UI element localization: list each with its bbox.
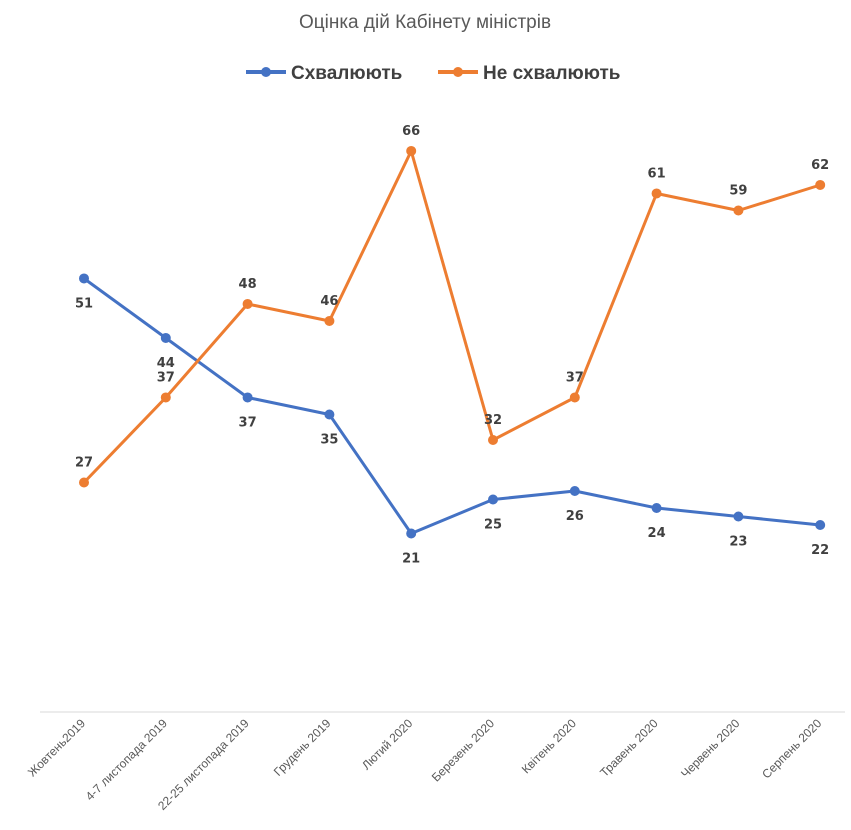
data-label-s1-7: 61	[648, 166, 666, 181]
series-line-1	[82, 149, 821, 484]
data-point-s0-2	[242, 392, 253, 403]
data-point-s1-4	[406, 145, 417, 156]
data-label-s0-7: 24	[648, 526, 666, 541]
data-point-s0-6	[569, 485, 580, 496]
data-label-s1-1: 37	[157, 370, 175, 385]
data-label-s0-2: 37	[239, 415, 257, 430]
data-point-s1-5	[488, 434, 498, 445]
data-label-s0-3: 35	[320, 432, 338, 447]
data-label-s1-5: 32	[484, 413, 502, 428]
data-label-s1-9: 62	[811, 158, 829, 173]
data-label-s0-5: 25	[484, 517, 502, 532]
legend-item-series-1: Не схвалюють	[438, 63, 620, 84]
data-point-s0-4	[406, 528, 417, 539]
legend-label-series-0: Схвалюють	[291, 63, 402, 84]
data-label-s0-4: 21	[402, 551, 420, 566]
data-point-s1-7	[651, 188, 662, 199]
x-tick-label-0: Жовтень2019	[25, 716, 88, 779]
legend-marker-icon	[261, 67, 271, 77]
data-point-s1-3	[324, 315, 335, 326]
legend-marker-icon	[453, 67, 463, 77]
legend-label-series-1: Не схвалюють	[483, 63, 620, 84]
data-label-s1-3: 46	[320, 294, 338, 309]
data-label-s1-6: 37	[566, 370, 584, 385]
x-tick-label-2: 22-25 листопада 2019	[155, 716, 252, 813]
data-label-s0-9: 22	[811, 543, 829, 558]
legend: Схвалюють Не схвалюють	[246, 63, 620, 84]
x-tick-label-1: 4-7 листопада 2019	[83, 716, 170, 803]
x-tick-label-8: Червень 2020	[678, 716, 743, 781]
x-tick-label-3: Грудень 2019	[271, 716, 334, 779]
data-point-s1-0	[79, 477, 89, 488]
data-label-s1-4: 66	[402, 124, 420, 139]
x-tick-label-6: Квітень 2020	[519, 716, 579, 776]
data-label-s1-0: 27	[75, 455, 93, 470]
x-tick-label-9: Серпень 2020	[759, 716, 824, 781]
data-point-s0-3	[324, 409, 335, 420]
data-point-s1-1	[160, 392, 171, 403]
data-point-s0-5	[488, 494, 498, 505]
data-label-s1-2: 48	[239, 277, 257, 292]
data-point-s0-0	[79, 273, 89, 284]
data-point-s0-8	[733, 511, 744, 522]
data-point-s1-8	[733, 205, 744, 216]
data-point-s0-9	[815, 519, 826, 530]
x-tick-label-7: Травень 2020	[597, 716, 661, 780]
data-point-s1-9	[815, 179, 826, 190]
data-label-s1-8: 59	[729, 183, 747, 198]
data-label-s0-1: 44	[157, 356, 175, 371]
data-point-s0-7	[651, 502, 662, 513]
data-point-s1-6	[569, 392, 580, 403]
series-line-0	[83, 277, 821, 535]
data-label-s0-0: 51	[75, 296, 93, 311]
data-point-s0-1	[160, 332, 171, 343]
data-label-s0-6: 26	[566, 509, 584, 524]
data-label-s0-8: 23	[729, 534, 747, 549]
x-tick-label-5: Березень 2020	[429, 716, 498, 785]
chart-title: Оцінка дій Кабінету міністрів	[299, 12, 551, 33]
legend-item-series-0: Схвалюють	[246, 63, 402, 84]
x-tick-label-4: Лютий 2020	[359, 716, 415, 772]
data-point-s1-2	[242, 298, 253, 309]
